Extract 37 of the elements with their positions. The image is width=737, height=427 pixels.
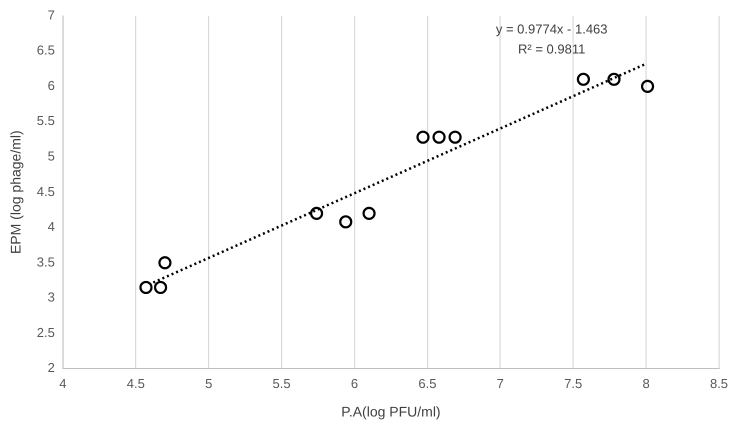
annotation: R² = 0.9811: [518, 41, 586, 56]
y-tick-label: 2.5: [36, 324, 55, 340]
point: [416, 130, 430, 144]
y-tick-label: 4.5: [36, 184, 55, 199]
x-tick-label: 5: [205, 376, 212, 391]
x-axis-title: P.A(log PFU/ml): [341, 403, 441, 420]
x-tick-label: 4.5: [126, 376, 145, 391]
point: [158, 256, 172, 270]
y-tick-label: 2: [48, 360, 55, 376]
point: [154, 280, 168, 294]
annotation: y = 0.9774x - 1.463: [496, 21, 608, 36]
point: [362, 206, 376, 220]
x-tick-label: 7: [496, 376, 504, 391]
y-tick-label: 5: [48, 148, 55, 164]
point: [432, 130, 446, 144]
x-tick-label: 6.5: [418, 376, 436, 391]
y-axis-title: EPM (log phage/ml): [7, 130, 24, 254]
point: [448, 130, 462, 144]
y-tick-label: 7: [48, 7, 55, 22]
x-tick-label: 5.5: [272, 376, 291, 391]
y-tick-label: 3.5: [36, 254, 55, 270]
x-tick-label: 7.5: [564, 376, 582, 391]
point: [339, 215, 352, 228]
x-tick-label: 6: [350, 376, 358, 391]
point: [310, 206, 324, 220]
y-tick-label: 6: [48, 78, 55, 93]
y-tick-label: 6.5: [36, 42, 55, 58]
x-tick-label: 8.5: [710, 376, 728, 391]
y-tick-label: 5.5: [36, 113, 55, 128]
point: [139, 280, 153, 294]
point: [640, 80, 654, 93]
y-tick-label: 3: [48, 290, 55, 305]
point: [576, 72, 590, 86]
point: [607, 72, 621, 86]
y-tick-label: 4: [48, 219, 55, 234]
x-tick-label: 8: [642, 376, 650, 391]
x-tick-label: 4: [59, 376, 66, 391]
